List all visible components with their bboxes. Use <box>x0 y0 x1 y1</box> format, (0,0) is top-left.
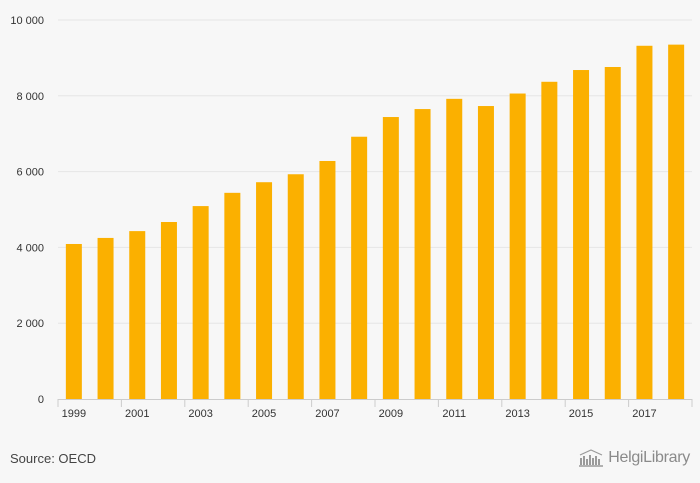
brand-name: HelgiLibrary <box>608 449 690 466</box>
bar-2006 <box>287 174 304 399</box>
bar-2011 <box>446 98 463 399</box>
library-icon <box>579 449 604 467</box>
y-tick-label: 10 000 <box>10 15 44 27</box>
bar-2007 <box>319 160 336 399</box>
bar-2012 <box>477 106 494 400</box>
y-tick-label: 8 000 <box>16 91 44 103</box>
gridlines <box>58 19 692 324</box>
bar-1999 <box>65 243 82 399</box>
y-tick-label: 0 <box>38 394 44 406</box>
x-tick-label: 2005 <box>252 408 276 420</box>
brand-logo: HelgiLibrary <box>578 449 690 467</box>
x-tick-label: 2011 <box>442 408 466 420</box>
bar-2010 <box>414 109 431 399</box>
bar-2001 <box>129 231 146 399</box>
x-tick-label: 2003 <box>188 408 212 420</box>
y-tick-label: 4 000 <box>16 242 44 254</box>
bar-2016 <box>604 66 621 399</box>
source-note: Source: OECD <box>10 451 96 466</box>
x-tick-label: 2013 <box>505 408 529 420</box>
bar-2013 <box>509 93 526 399</box>
bar-2002 <box>160 222 177 399</box>
bar-2003 <box>192 206 209 399</box>
bar-2018 <box>668 44 685 399</box>
x-axis: 1999 2001 2003 2005 2007 2009 2011 2013 2015 2017 <box>57 399 693 420</box>
bar-2009 <box>382 117 399 400</box>
y-tick-label: 2 000 <box>16 318 44 330</box>
x-tick-label: 2001 <box>125 408 149 420</box>
x-tick-label: 1999 <box>62 408 86 420</box>
bar-2005 <box>256 182 273 399</box>
bar-chart: 0 2 000 4 000 6 000 8 000 10 000 1999 2001 2003… <box>10 15 693 420</box>
x-tick-label: 2017 <box>632 408 656 420</box>
bar-2014 <box>541 81 558 399</box>
bar-2008 <box>351 136 368 399</box>
y-axis-ticks: 0 2 000 4 000 6 000 8 000 10 000 <box>10 15 44 406</box>
bar-2004 <box>224 192 241 399</box>
x-tick-label: 2007 <box>315 408 339 420</box>
bar-2017 <box>636 45 653 399</box>
bar-2015 <box>573 70 590 399</box>
bars <box>65 44 685 400</box>
x-tick-label: 2009 <box>379 408 403 420</box>
x-tick-label: 2015 <box>569 408 593 420</box>
y-tick-label: 6 000 <box>16 167 44 179</box>
bar-2000 <box>97 237 114 399</box>
